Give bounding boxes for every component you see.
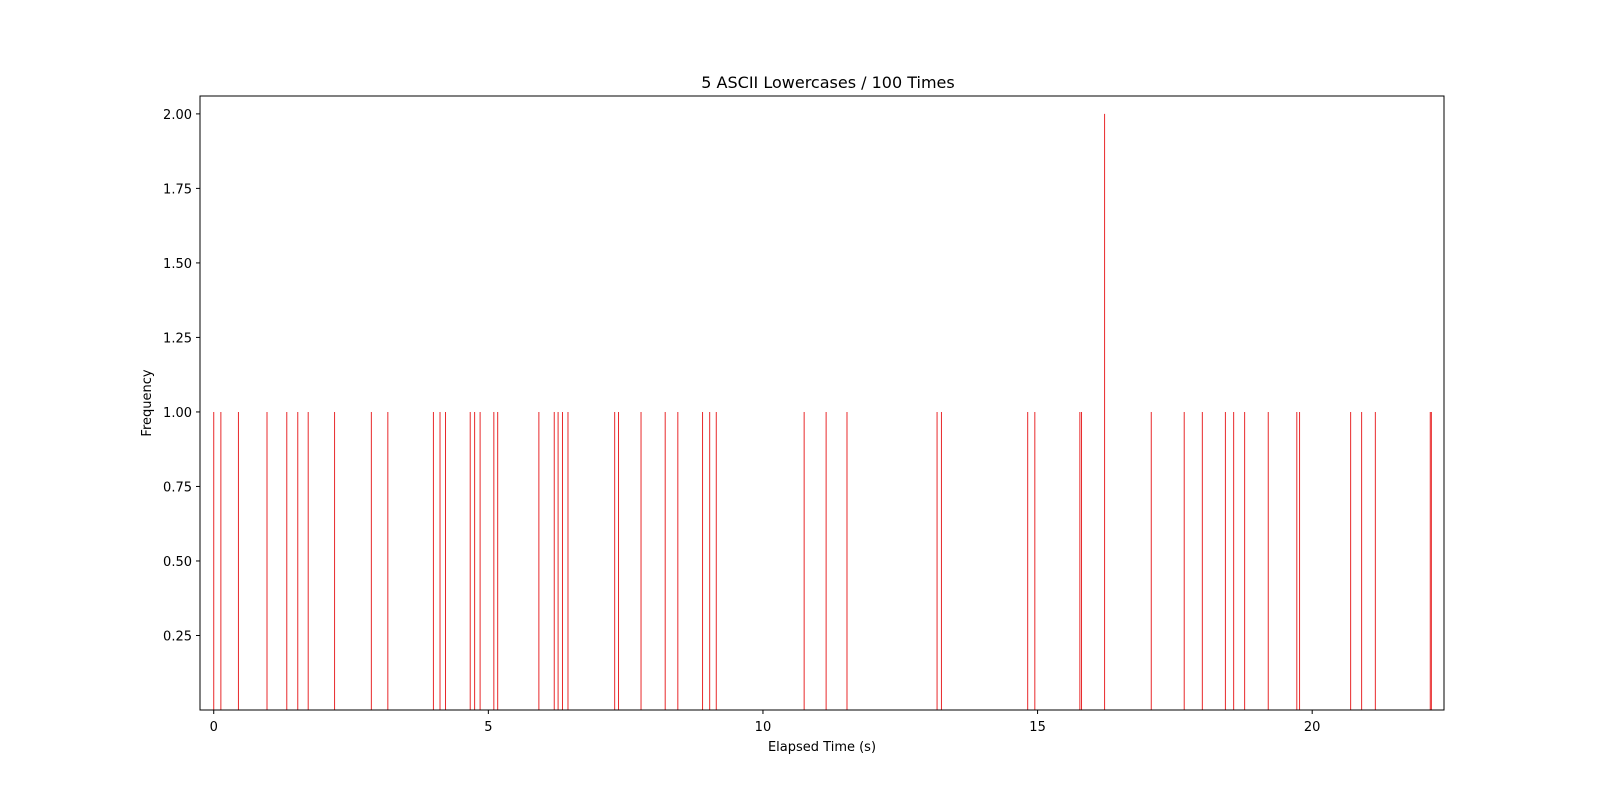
y-tick-label: 1.25 (163, 331, 192, 346)
x-tick-label: 0 (210, 720, 218, 735)
y-tick-label: 0.75 (163, 480, 192, 495)
plot-area-frame (199, 95, 1445, 711)
y-tick-label: 0.25 (163, 629, 192, 644)
bars-group (213, 113, 1432, 710)
y-axis-ticks: 0.25 0.50 0.75 1.00 1.25 1.50 1.75 2.00 (163, 108, 200, 644)
x-axis-ticks: 0 5 10 15 20 (210, 710, 1321, 735)
x-tick-label: 20 (1304, 720, 1321, 735)
y-tick-label: 2.00 (163, 108, 192, 123)
x-tick-label: 10 (755, 720, 772, 735)
y-tick-label: 1.50 (163, 257, 192, 272)
y-tick-label: 1.00 (163, 406, 192, 421)
y-tick-label: 0.50 (163, 555, 192, 570)
y-tick-label: 1.75 (163, 182, 192, 197)
chart-title: 5 ASCII Lowercases / 100 Times (701, 73, 954, 92)
x-axis-label: Elapsed Time (s) (768, 740, 876, 755)
x-tick-label: 15 (1029, 720, 1046, 735)
x-tick-label: 5 (484, 720, 492, 735)
y-axis-label: Frequency (140, 369, 155, 436)
